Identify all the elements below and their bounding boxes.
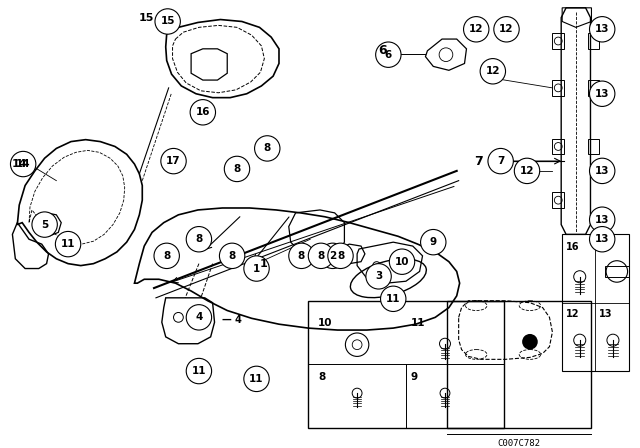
Text: 12: 12 [469,24,483,34]
Text: 10: 10 [318,319,333,328]
Text: 12: 12 [486,66,500,76]
Circle shape [289,243,314,268]
Text: 12: 12 [520,166,534,176]
Text: 8: 8 [195,234,202,244]
Text: 8: 8 [318,372,325,382]
Text: 8: 8 [163,251,170,261]
Text: 13: 13 [595,89,609,99]
Text: 14: 14 [16,159,31,169]
Text: 16: 16 [566,242,580,252]
Text: 5: 5 [41,220,48,229]
Text: 17: 17 [166,156,181,166]
Text: 9: 9 [411,372,418,382]
Circle shape [224,156,250,181]
Circle shape [32,212,58,237]
Circle shape [494,17,519,42]
Circle shape [376,42,401,67]
Circle shape [589,81,615,107]
Circle shape [308,243,333,268]
Text: 8: 8 [337,251,344,261]
Text: 1: 1 [253,263,260,274]
Circle shape [480,59,506,84]
Circle shape [220,243,245,268]
Text: 7: 7 [474,155,483,168]
Circle shape [56,232,81,257]
Text: 7: 7 [497,156,504,166]
Text: 9: 9 [429,237,437,247]
Text: 6: 6 [378,44,387,57]
Text: 17: 17 [599,242,612,252]
Text: C007C782: C007C782 [498,439,541,448]
Text: 10: 10 [395,257,409,267]
Text: 1: 1 [259,258,268,269]
Text: 15: 15 [161,17,175,26]
Text: 14: 14 [12,159,27,169]
Text: 13: 13 [595,166,609,176]
Circle shape [488,148,513,174]
Circle shape [589,207,615,233]
Circle shape [155,9,180,34]
Text: 11: 11 [61,239,76,249]
Circle shape [10,151,36,177]
Text: 13: 13 [599,309,612,319]
Circle shape [522,334,538,349]
Circle shape [190,99,216,125]
Text: 13: 13 [595,234,609,244]
Circle shape [589,158,615,184]
Circle shape [186,227,212,252]
Text: 13: 13 [595,215,609,225]
Text: 8: 8 [317,251,324,261]
Circle shape [463,17,489,42]
Text: 2: 2 [329,251,336,261]
Text: 6: 6 [385,50,392,60]
Circle shape [328,243,353,268]
Text: 11: 11 [386,294,401,304]
Text: 15: 15 [139,13,154,22]
Text: 3: 3 [375,271,382,281]
Circle shape [186,358,212,384]
Text: 12: 12 [499,24,514,34]
Circle shape [244,366,269,392]
Text: 11: 11 [411,319,426,328]
Circle shape [366,263,391,289]
Circle shape [161,148,186,174]
Circle shape [389,249,415,274]
Circle shape [244,256,269,281]
Text: 11: 11 [191,366,206,376]
Circle shape [589,17,615,42]
Circle shape [515,158,540,184]
Circle shape [589,227,615,252]
Circle shape [154,243,179,268]
Text: 8: 8 [228,251,236,261]
Circle shape [255,136,280,161]
Text: 8: 8 [264,143,271,153]
Circle shape [320,243,346,268]
Text: — 4: — 4 [222,315,242,325]
Text: 16: 16 [196,107,210,117]
Text: 13: 13 [595,24,609,34]
Text: 11: 11 [249,374,264,384]
Text: 4: 4 [195,312,203,323]
Circle shape [381,286,406,311]
Text: 8: 8 [298,251,305,261]
Text: 8: 8 [234,164,241,174]
Text: 12: 12 [566,309,580,319]
Circle shape [420,229,446,255]
Circle shape [186,305,212,330]
